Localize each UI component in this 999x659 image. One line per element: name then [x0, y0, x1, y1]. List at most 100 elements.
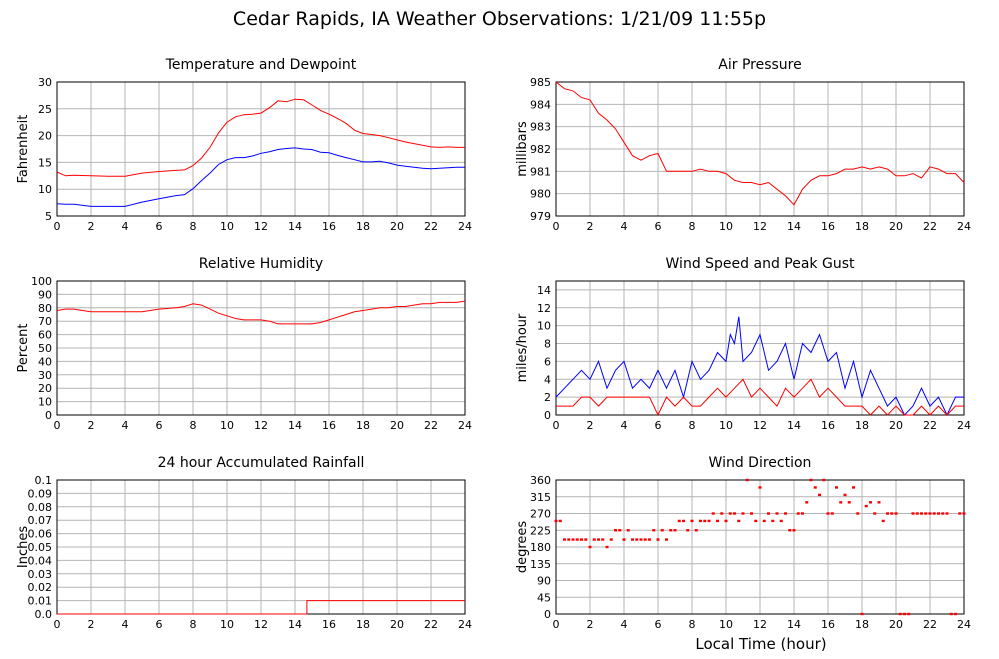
- data-point: [830, 512, 834, 515]
- x-tick-label: 16: [821, 419, 835, 432]
- x-tick-label: 4: [122, 419, 129, 432]
- x-tick-label: 18: [855, 618, 869, 631]
- data-point: [686, 529, 690, 532]
- x-tick-label: 14: [787, 618, 801, 631]
- data-point: [907, 612, 911, 616]
- x-tick-label: 6: [655, 419, 662, 432]
- y-axis-label: Percent: [16, 324, 31, 373]
- x-tick-label: 24: [957, 220, 971, 233]
- x-tick-label: 0: [553, 618, 560, 631]
- x-tick-label: 20: [889, 419, 903, 432]
- x-tick-label: 20: [390, 419, 404, 432]
- data-point: [622, 538, 626, 541]
- y-tick-label: 985: [530, 76, 551, 89]
- y-tick-label: 983: [530, 121, 551, 134]
- x-tick-label: 16: [322, 618, 336, 631]
- x-tick-label: 4: [621, 419, 628, 432]
- data-point: [771, 519, 775, 523]
- series-line-0: [555, 316, 964, 417]
- x-tick-label: 8: [689, 618, 696, 631]
- x-tick-label: 4: [621, 618, 628, 631]
- y-tick-label: 20: [38, 130, 52, 143]
- data-point: [677, 519, 681, 523]
- data-point: [937, 512, 940, 515]
- data-point: [949, 612, 953, 616]
- data-point: [609, 538, 613, 541]
- series-line-0: [56, 98, 465, 177]
- data-point: [626, 529, 630, 532]
- chart-title: Air Pressure: [718, 57, 801, 73]
- data-point: [733, 512, 736, 515]
- data-point: [699, 519, 702, 523]
- x-tick-label: 14: [787, 220, 801, 233]
- data-point: [575, 538, 579, 541]
- x-tick-label: 0: [553, 220, 560, 233]
- data-point: [894, 512, 898, 515]
- data-point: [843, 493, 847, 497]
- x-tick-label: 22: [424, 618, 438, 631]
- y-tick-label: 0.02: [28, 581, 53, 594]
- data-point: [767, 512, 770, 515]
- y-tick-label: 15: [38, 156, 52, 169]
- y-axis-label: miles/hour: [515, 313, 530, 382]
- x-tick-label: 0: [54, 220, 61, 233]
- y-tick-label: 0.0: [35, 608, 53, 621]
- data-point: [903, 612, 906, 616]
- y-tick-label: 20: [38, 382, 52, 395]
- x-tick-label: 10: [220, 618, 234, 631]
- y-tick-label: 980: [530, 188, 551, 201]
- data-point: [839, 501, 843, 504]
- series-line-1: [556, 378, 964, 417]
- page-title: Cedar Rapids, IA Weather Observations: 1…: [232, 8, 767, 30]
- data-point: [618, 529, 622, 532]
- plot-frame: [555, 81, 965, 217]
- data-point: [716, 519, 719, 523]
- x-tick-label: 6: [156, 618, 163, 631]
- x-tick-label: 0: [54, 618, 61, 631]
- x-tick-label: 8: [689, 220, 696, 233]
- data-point: [864, 504, 868, 508]
- data-point: [852, 486, 855, 489]
- series-line-0: [57, 600, 465, 615]
- data-point: [580, 538, 583, 541]
- x-tick-label: 14: [787, 419, 801, 432]
- y-tick-label: 90: [537, 575, 551, 588]
- x-tick-label: 2: [587, 220, 594, 233]
- x-tick-label: 10: [220, 220, 234, 233]
- data-point: [920, 512, 923, 515]
- x-tick-label: 10: [719, 618, 733, 631]
- data-point: [614, 529, 617, 532]
- y-tick-label: 60: [38, 329, 52, 342]
- data-point: [750, 512, 753, 515]
- x-tick-label: 8: [190, 220, 197, 233]
- data-point: [737, 519, 741, 523]
- x-tick-label: 2: [88, 618, 95, 631]
- data-point: [784, 512, 787, 515]
- x-tick-label: 16: [821, 618, 835, 631]
- y-tick-label: 315: [530, 491, 551, 504]
- x-tick-label: 24: [458, 220, 472, 233]
- data-point: [673, 529, 677, 532]
- x-tick-label: 4: [621, 220, 628, 233]
- data-point: [758, 486, 762, 489]
- data-point: [669, 529, 673, 532]
- x-tick-label: 14: [288, 419, 302, 432]
- y-tick-label: 80: [38, 302, 52, 315]
- data-point: [809, 478, 813, 482]
- y-tick-label: 6: [544, 355, 551, 368]
- y-tick-label: 50: [38, 342, 52, 355]
- y-tick-label: 70: [38, 315, 52, 328]
- data-point: [796, 512, 800, 515]
- data-point: [682, 519, 685, 523]
- data-point: [932, 512, 936, 515]
- data-point: [711, 512, 715, 515]
- x-tick-label: 22: [923, 220, 937, 233]
- data-point: [801, 512, 804, 515]
- x-tick-label: 12: [753, 419, 767, 432]
- data-point: [694, 529, 698, 532]
- y-tick-label: 0.06: [28, 528, 53, 541]
- data-point: [588, 545, 592, 549]
- x-tick-label: 12: [254, 618, 268, 631]
